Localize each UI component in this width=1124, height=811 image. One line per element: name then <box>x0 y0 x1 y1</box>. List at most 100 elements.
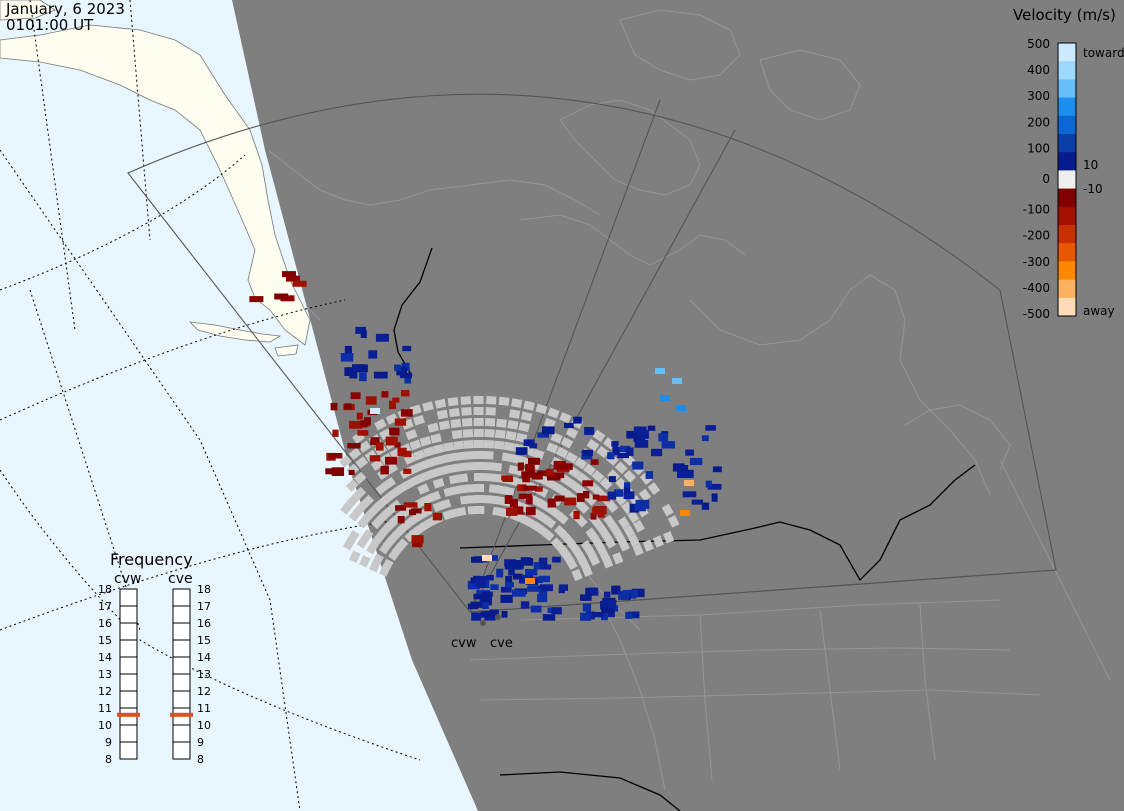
velocity-echo-cell <box>410 508 422 514</box>
frequency-tick-label: 16 <box>197 617 211 630</box>
ground-scatter-cell <box>447 397 459 407</box>
ground-scatter-cell <box>586 438 600 452</box>
ground-scatter-cell <box>474 495 485 503</box>
velocity-echo-cell <box>617 452 629 459</box>
ground-scatter-cell <box>508 464 520 475</box>
ground-scatter-cell <box>507 419 519 430</box>
frequency-cell <box>172 673 191 692</box>
velocity-color-band <box>1058 170 1076 189</box>
velocity-tick-label: -500 <box>1023 307 1050 321</box>
frequency-cell <box>172 622 191 641</box>
velocity-echo-cell <box>592 612 604 618</box>
velocity-echo-cell <box>607 452 615 460</box>
velocity-echo-cell <box>603 591 611 598</box>
ground-scatter-cell <box>450 418 462 429</box>
velocity-tick-label: 500 <box>1027 37 1050 51</box>
ground-scatter-cell <box>632 543 644 556</box>
ground-scatter-cell <box>569 480 583 494</box>
ground-scatter-cell <box>491 462 502 472</box>
ground-scatter-cell <box>498 396 510 406</box>
velocity-echo-cell <box>490 555 498 561</box>
ground-scatter-cell <box>448 474 461 485</box>
velocity-echo-cell <box>394 364 402 372</box>
ground-scatter-cell <box>647 482 661 495</box>
ground-scatter-cell <box>473 429 484 437</box>
ground-scatter-cell <box>379 428 392 441</box>
velocity-tick-label: -10 <box>1083 182 1103 196</box>
ground-scatter-cell <box>604 535 617 549</box>
velocity-echo-cell <box>404 375 412 384</box>
velocity-color-band <box>1058 115 1076 135</box>
ground-scatter-cell <box>559 412 572 424</box>
velocity-echo-cell <box>538 588 548 597</box>
velocity-color-band <box>1058 261 1076 280</box>
ground-scatter-cell <box>358 440 372 453</box>
velocity-echo-cell <box>392 397 400 403</box>
velocity-echo-cell <box>624 482 631 491</box>
velocity-echo-cell <box>535 486 543 492</box>
velocity-echo-cell <box>356 364 368 373</box>
velocity-echo-cell <box>369 455 381 462</box>
ground-scatter-cell <box>395 538 409 552</box>
velocity-echo-cell <box>560 463 573 470</box>
ground-scatter-cell <box>442 442 455 452</box>
velocity-echo-cell <box>340 353 354 362</box>
velocity-echo-cell <box>607 491 617 500</box>
velocity-echo-cell <box>389 400 396 410</box>
velocity-echo-cell <box>539 575 550 583</box>
frequency-panel: Frequency cvw cve 18 18 17 17 16 16 15 15 14 14 13… <box>98 550 211 766</box>
ground-scatter-cell <box>632 519 645 533</box>
state-border <box>819 609 841 771</box>
velocity-echo-cell <box>330 402 338 411</box>
velocity-echo-cell <box>691 499 703 505</box>
velocity-echo-cell <box>500 586 512 593</box>
velocity-echo-cell <box>573 510 580 520</box>
coastline <box>904 404 1011 471</box>
velocity-echo-cell <box>584 427 595 435</box>
ground-scatter-cell <box>464 451 475 460</box>
velocity-color-bar <box>1057 42 1077 317</box>
velocity-echo-cell <box>357 430 369 436</box>
ground-scatter-cell <box>409 404 422 416</box>
velocity-echo-cell <box>685 449 694 456</box>
island-outline <box>619 9 741 81</box>
frequency-radar-label-cvw: cvw <box>114 571 141 587</box>
ground-scatter-cell <box>612 552 624 565</box>
velocity-echo-cell <box>512 589 526 597</box>
ground-scatter-cell <box>435 454 448 465</box>
ground-scatter-cell <box>438 420 451 431</box>
velocity-echo-cell <box>403 450 412 458</box>
ground-scatter-cell <box>349 550 361 563</box>
ground-scatter-cell <box>483 439 495 449</box>
velocity-echo-cell <box>614 489 623 497</box>
frequency-cell <box>172 741 191 760</box>
velocity-echo-cell <box>538 557 548 566</box>
velocity-echo-cell <box>292 280 307 287</box>
ground-scatter-cell <box>405 429 418 441</box>
velocity-echo-cell <box>601 605 609 614</box>
ground-scatter-cell <box>605 500 619 513</box>
frequency-tick-label: 10 <box>197 719 211 732</box>
ground-scatter-cell <box>547 407 560 419</box>
ground-scatter-cell <box>457 473 469 483</box>
velocity-echo-cell <box>634 440 649 448</box>
velocity-echo-cell <box>554 495 565 502</box>
velocity-echo-cell <box>631 589 639 596</box>
velocity-color-band <box>1058 297 1076 317</box>
velocity-echo-cell <box>359 372 367 382</box>
velocity-echo-cell <box>282 271 296 278</box>
velocity-echo-cell <box>512 573 523 580</box>
ground-scatter-cell <box>347 530 360 543</box>
velocity-color-band <box>1058 206 1076 226</box>
ground-scatter-cell <box>652 535 664 548</box>
ground-scatter-cell <box>340 501 353 515</box>
velocity-echo-cell <box>582 603 592 612</box>
velocity-echo-cell <box>582 449 593 456</box>
velocity-tick-label: 100 <box>1027 142 1050 156</box>
velocity-echo-cell <box>684 480 694 486</box>
velocity-echo-cell <box>344 367 353 376</box>
velocity-echo-cell <box>249 296 264 303</box>
velocity-echo-cell <box>580 612 592 621</box>
ground-scatter-cell <box>623 525 636 538</box>
velocity-echo-cell <box>344 345 352 354</box>
